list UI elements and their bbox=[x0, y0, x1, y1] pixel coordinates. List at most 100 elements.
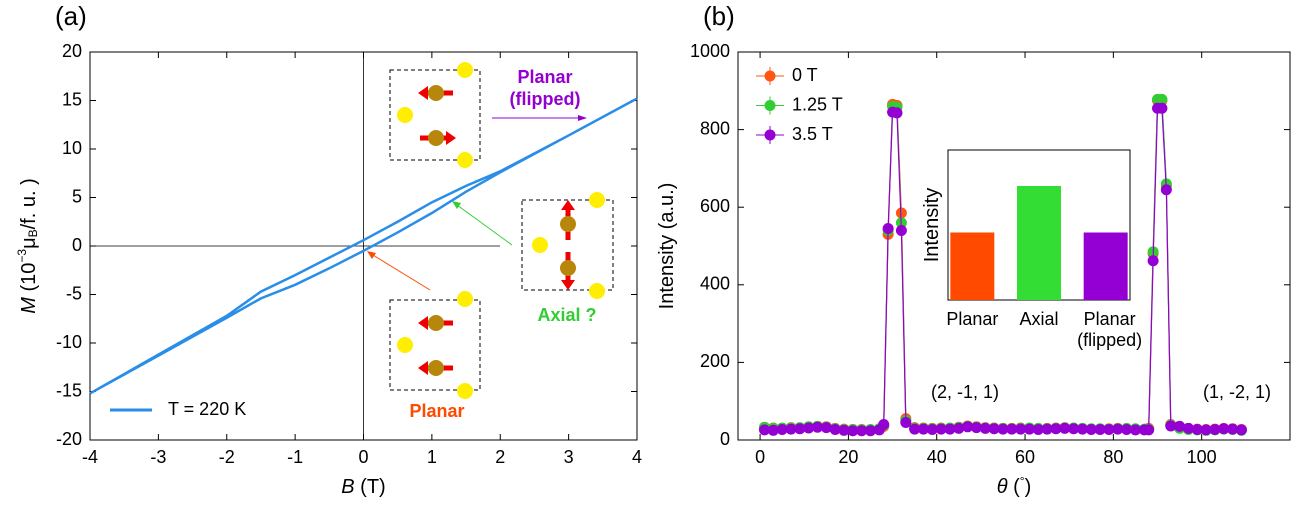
x-tick-label: -4 bbox=[82, 447, 98, 467]
x-axis-label: θ (°) bbox=[997, 474, 1032, 498]
x-tick-label: 40 bbox=[927, 447, 947, 467]
annotation: Planar bbox=[517, 67, 572, 87]
x-tick-label: 80 bbox=[1103, 447, 1123, 467]
data-point bbox=[895, 224, 907, 236]
data-point bbox=[838, 424, 850, 436]
pointer bbox=[456, 204, 513, 246]
data-point bbox=[1068, 423, 1080, 435]
data-point bbox=[1032, 424, 1044, 436]
data-point bbox=[1121, 424, 1133, 436]
data-point bbox=[1182, 422, 1194, 434]
x-tick-label: 20 bbox=[838, 447, 858, 467]
data-point bbox=[820, 422, 832, 434]
data-point bbox=[1041, 423, 1053, 435]
data-point bbox=[1103, 424, 1115, 436]
annotation: (1, -2, 1) bbox=[1203, 382, 1271, 402]
annotation: (2, -1, 1) bbox=[931, 382, 999, 402]
legend-label: T = 220 K bbox=[168, 399, 246, 419]
x-tick-label: 1 bbox=[427, 447, 437, 467]
data-point bbox=[935, 423, 947, 435]
y-tick-label: -20 bbox=[56, 429, 82, 449]
x-tick-label: (flipped) bbox=[1077, 330, 1142, 350]
ions bbox=[428, 85, 576, 376]
data-point bbox=[1112, 423, 1124, 435]
y-axis-label-part: M bbox=[18, 297, 40, 314]
x-axis-label-part: ) bbox=[1025, 476, 1032, 498]
data-point bbox=[1235, 424, 1247, 436]
y-tick-label: -15 bbox=[56, 380, 82, 400]
y-axis-label-part: μ bbox=[18, 237, 40, 249]
y-tick-label: 600 bbox=[700, 196, 730, 216]
data-point bbox=[970, 422, 982, 434]
legend-marker bbox=[764, 70, 776, 82]
y-axis-label-part: −3 bbox=[15, 249, 29, 263]
y-tick-label: 1000 bbox=[690, 41, 730, 61]
data-point bbox=[1147, 255, 1159, 267]
panel-label: (b) bbox=[703, 1, 735, 31]
data-point bbox=[917, 423, 929, 435]
bar bbox=[950, 232, 995, 300]
data-point bbox=[1143, 424, 1155, 436]
inset-box bbox=[521, 199, 614, 291]
x-tick-label: -2 bbox=[219, 447, 235, 467]
annotation: Planar bbox=[409, 401, 464, 421]
legend-marker bbox=[764, 129, 776, 141]
data-point bbox=[829, 424, 841, 436]
data-point bbox=[1200, 424, 1212, 436]
bar bbox=[1083, 232, 1128, 300]
data-point bbox=[776, 424, 788, 436]
x-axis-label-part: (T) bbox=[355, 476, 386, 498]
pointer bbox=[372, 254, 431, 291]
data-point bbox=[900, 417, 912, 429]
y-tick-label: 20 bbox=[62, 41, 82, 61]
y-axis-label: M (10−3μB/f. u. ) bbox=[15, 178, 40, 314]
y-tick-label: 200 bbox=[700, 351, 730, 371]
data-point bbox=[1129, 424, 1141, 436]
data-point bbox=[1191, 424, 1203, 436]
data-point bbox=[962, 421, 974, 433]
data-point bbox=[882, 223, 894, 235]
atoms bbox=[397, 62, 605, 399]
y-tick-label: -5 bbox=[66, 283, 82, 303]
x-tick-label: 2 bbox=[495, 447, 505, 467]
y-tick-label: 0 bbox=[720, 429, 730, 449]
x-axis-label-part: θ bbox=[997, 476, 1008, 498]
x-tick-label: 0 bbox=[755, 447, 765, 467]
x-tick-label: 60 bbox=[1015, 447, 1035, 467]
bar bbox=[1017, 186, 1061, 300]
y-axis-label-part: Intensity (a.u.) bbox=[656, 183, 678, 310]
data-point bbox=[856, 425, 868, 437]
y-axis-label-part: (10 bbox=[18, 263, 40, 297]
data-point bbox=[1209, 424, 1221, 436]
data-point bbox=[1050, 423, 1062, 435]
data-point bbox=[1156, 93, 1168, 105]
x-tick-label: 3 bbox=[564, 447, 574, 467]
data-point bbox=[1015, 423, 1027, 435]
y-axis-label: Intensity (a.u.) bbox=[656, 183, 678, 310]
data-point bbox=[767, 424, 779, 436]
legend-label: 3.5 T bbox=[792, 124, 833, 144]
x-axis-label-part: ( bbox=[1008, 476, 1021, 498]
y-tick-label: 0 bbox=[72, 235, 82, 255]
pointer-head bbox=[367, 251, 376, 259]
x-tick-label: 100 bbox=[1187, 447, 1217, 467]
data-point bbox=[1023, 423, 1035, 435]
legend-label: 1.25 T bbox=[792, 94, 843, 114]
data-point bbox=[997, 423, 1009, 435]
y-tick-label: 15 bbox=[62, 89, 82, 109]
data-point bbox=[758, 424, 770, 436]
data-point bbox=[1156, 102, 1168, 114]
pointer-head bbox=[452, 201, 461, 209]
x-tick-label: Planar bbox=[1084, 309, 1136, 329]
data-point bbox=[811, 421, 823, 433]
y-tick-label: 10 bbox=[62, 138, 82, 158]
legend-marker bbox=[764, 100, 776, 111]
data-point bbox=[847, 425, 859, 437]
pointer-head bbox=[578, 115, 587, 121]
insets-a bbox=[90, 52, 614, 440]
x-axis-label: B (T) bbox=[341, 476, 385, 498]
y-tick-label: -10 bbox=[56, 332, 82, 352]
data-point bbox=[926, 424, 938, 436]
y-axis-label-part: B bbox=[26, 229, 40, 237]
y-tick-label: 800 bbox=[700, 118, 730, 138]
